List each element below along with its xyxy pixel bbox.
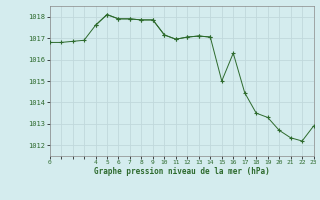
X-axis label: Graphe pression niveau de la mer (hPa): Graphe pression niveau de la mer (hPa): [94, 167, 269, 176]
